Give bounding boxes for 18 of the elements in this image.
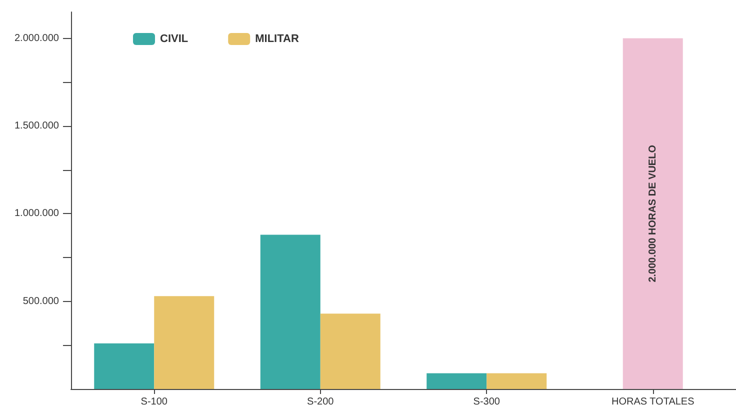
y-tick-label: 500.000 bbox=[22, 296, 60, 307]
legend-label: MILITAR bbox=[255, 33, 299, 45]
x-tick-label: HORAS TOTALES bbox=[611, 396, 695, 408]
bar bbox=[486, 373, 547, 389]
bar bbox=[94, 343, 154, 389]
y-tick-label: 2.000.000 bbox=[14, 32, 60, 44]
bar bbox=[426, 373, 487, 389]
x-tick-label: S-200 bbox=[307, 396, 334, 408]
bar bbox=[622, 38, 683, 389]
data-label: 2.000.000 HORAS DE VUELO bbox=[647, 144, 658, 282]
bar bbox=[154, 296, 214, 389]
y-tick-label: 1.000.000 bbox=[14, 208, 60, 220]
x-tick-label: S-100 bbox=[140, 396, 168, 408]
bar bbox=[320, 314, 380, 389]
x-tick-label: S-300 bbox=[473, 396, 500, 408]
y-tick-label: 1.500.000 bbox=[14, 120, 60, 132]
legend-label: CIVIL bbox=[160, 33, 188, 45]
bar bbox=[260, 234, 320, 389]
